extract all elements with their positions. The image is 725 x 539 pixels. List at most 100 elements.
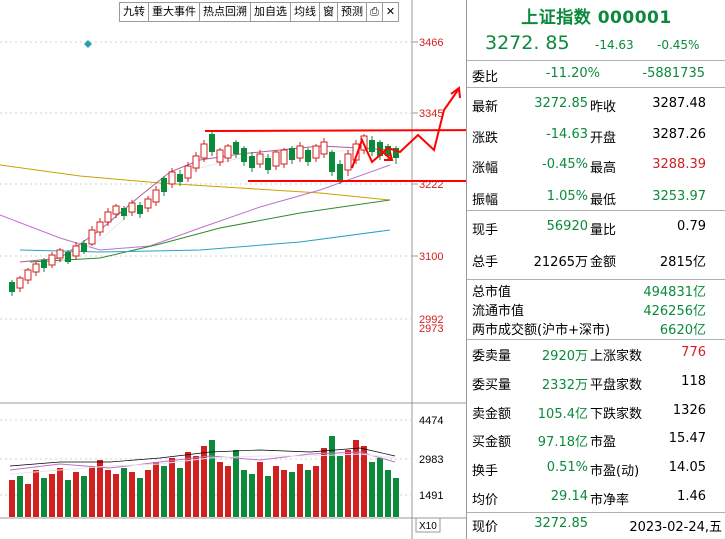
- volume-ma-line: [9, 451, 396, 471]
- volume-bar-up: [353, 440, 359, 517]
- quote-label: 平盘家数: [590, 378, 643, 393]
- annotation-arrow: [450, 86, 461, 99]
- quote-value: 2815亿: [659, 255, 706, 270]
- jiuzhuan-button[interactable]: 九转: [119, 2, 149, 22]
- moving-average-button[interactable]: 均线: [291, 2, 320, 22]
- hotspot-review-button[interactable]: 热点回溯: [200, 2, 251, 22]
- candle-up: [280, 149, 288, 165]
- quote-value: 426256亿: [643, 304, 706, 319]
- price-change: -14.63: [595, 38, 634, 52]
- candle-up: [192, 155, 200, 169]
- quote-label: 最低: [590, 193, 617, 208]
- quote-value: 3253.97: [652, 189, 706, 204]
- quote-label: 涨跌: [472, 131, 499, 146]
- forecast-button[interactable]: 预测: [338, 2, 367, 22]
- quote-value: 6620亿: [659, 323, 706, 338]
- quote-value: 2332万: [541, 378, 588, 393]
- quote-label: 市净率: [590, 493, 630, 508]
- volume-bar-up: [57, 468, 63, 517]
- window-button[interactable]: 窗: [320, 2, 338, 22]
- candle-up: [24, 269, 32, 281]
- quote-value: 3287.48: [652, 96, 706, 111]
- quote-row: 委比 -11.20% -5881735: [467, 66, 725, 86]
- chart-toolbar: 九转 重大事件 热点回溯 加自选 均线 窗 预测 ⎙ ✕: [119, 2, 400, 22]
- candle-up: [184, 165, 192, 179]
- quote-value: 118: [681, 374, 706, 389]
- panel-divider: [467, 512, 725, 513]
- quote-value: 776: [681, 345, 706, 360]
- major-events-button[interactable]: 重大事件: [149, 2, 200, 22]
- volume-bar-up: [129, 472, 135, 517]
- index-title: 上证指数 000001: [467, 3, 725, 28]
- quote-value: 3288.39: [652, 157, 706, 172]
- quote-value: 29.14: [550, 489, 588, 504]
- quote-label: 均价: [472, 493, 499, 508]
- volume-bar-down: [81, 476, 87, 517]
- quote-value: 1.05%: [546, 189, 588, 204]
- quote-label: 换手: [472, 464, 499, 479]
- candle-down: [305, 150, 311, 162]
- quote-value: 21265万: [533, 255, 588, 270]
- kline-chart-area[interactable]: 3466 3345 3222 3100 2992 2973 4474 2983 1491 X10 …: [0, 0, 466, 539]
- price-scale-label: 3466: [419, 37, 443, 49]
- volume-bar-down: [241, 470, 247, 517]
- candle-down: [41, 260, 47, 268]
- volume-bar-up: [97, 460, 103, 517]
- quote-row: 卖金额 105.4亿 下跌家数 1326: [467, 403, 725, 423]
- quote-label: 量比: [590, 223, 617, 238]
- candle-up: [112, 205, 120, 215]
- price-scale-label: 2992: [419, 314, 443, 326]
- volume-bar-up: [9, 480, 15, 517]
- candle-down: [9, 282, 15, 292]
- print-icon[interactable]: ⎙: [367, 2, 383, 22]
- annotation-resistance-line: [204, 129, 466, 132]
- index-code: 000001: [597, 8, 672, 28]
- quote-label: 流通市值: [472, 304, 525, 319]
- quote-value: 3287.26: [652, 127, 706, 142]
- volume-bar-down: [377, 458, 383, 517]
- candle-down: [393, 148, 399, 158]
- volume-bar-down: [161, 466, 167, 517]
- panel-divider: [467, 279, 725, 280]
- volume-bar-down: [265, 476, 271, 517]
- volume-bar-down: [393, 478, 399, 517]
- candle-down: [385, 146, 391, 156]
- volume-bar-up: [105, 470, 111, 517]
- quote-label: 委卖量: [472, 349, 512, 364]
- quote-value: 0.51%: [546, 460, 588, 475]
- panel-divider: [467, 87, 725, 88]
- volume-scale-label: 1491: [419, 490, 443, 502]
- volume-bar-up: [193, 456, 199, 517]
- volume-bar-up: [145, 470, 151, 517]
- quote-label: 最高: [590, 161, 617, 176]
- candle-down: [369, 140, 375, 152]
- quote-row: 委买量 2332万 平盘家数 118: [467, 374, 725, 394]
- quote-row: 委卖量 2920万 上涨家数 776: [467, 345, 725, 365]
- candle-up: [72, 245, 80, 257]
- quote-label: 总市值: [472, 285, 512, 300]
- volume-bar-up: [281, 470, 287, 517]
- quote-label: 委买量: [472, 378, 512, 393]
- quote-label: 买金额: [472, 435, 512, 450]
- add-watchlist-button[interactable]: 加自选: [251, 2, 291, 22]
- volume-bar-down: [385, 470, 391, 517]
- candle-down: [177, 174, 183, 182]
- current-price: 3272. 85: [485, 32, 570, 54]
- volume-bar-down: [209, 440, 215, 517]
- quote-date: 2023-02-24,五: [629, 520, 722, 535]
- price-scale-label: 3100: [419, 251, 443, 263]
- candle-up: [16, 277, 24, 289]
- volume-bar-up: [49, 474, 55, 517]
- quote-value: 97.18亿: [537, 435, 588, 450]
- close-icon[interactable]: ✕: [382, 2, 400, 22]
- volume-bar-up: [273, 466, 279, 517]
- quote-label: 市盈(动): [590, 464, 640, 479]
- volume-bar-up: [345, 450, 351, 517]
- volume-ma-line: [9, 447, 396, 467]
- volume-bar-up: [201, 446, 207, 517]
- volume-bar-up: [185, 452, 191, 517]
- candle-down: [289, 148, 295, 160]
- panel-divider: [467, 339, 725, 340]
- current-price-label: 现价: [472, 520, 499, 535]
